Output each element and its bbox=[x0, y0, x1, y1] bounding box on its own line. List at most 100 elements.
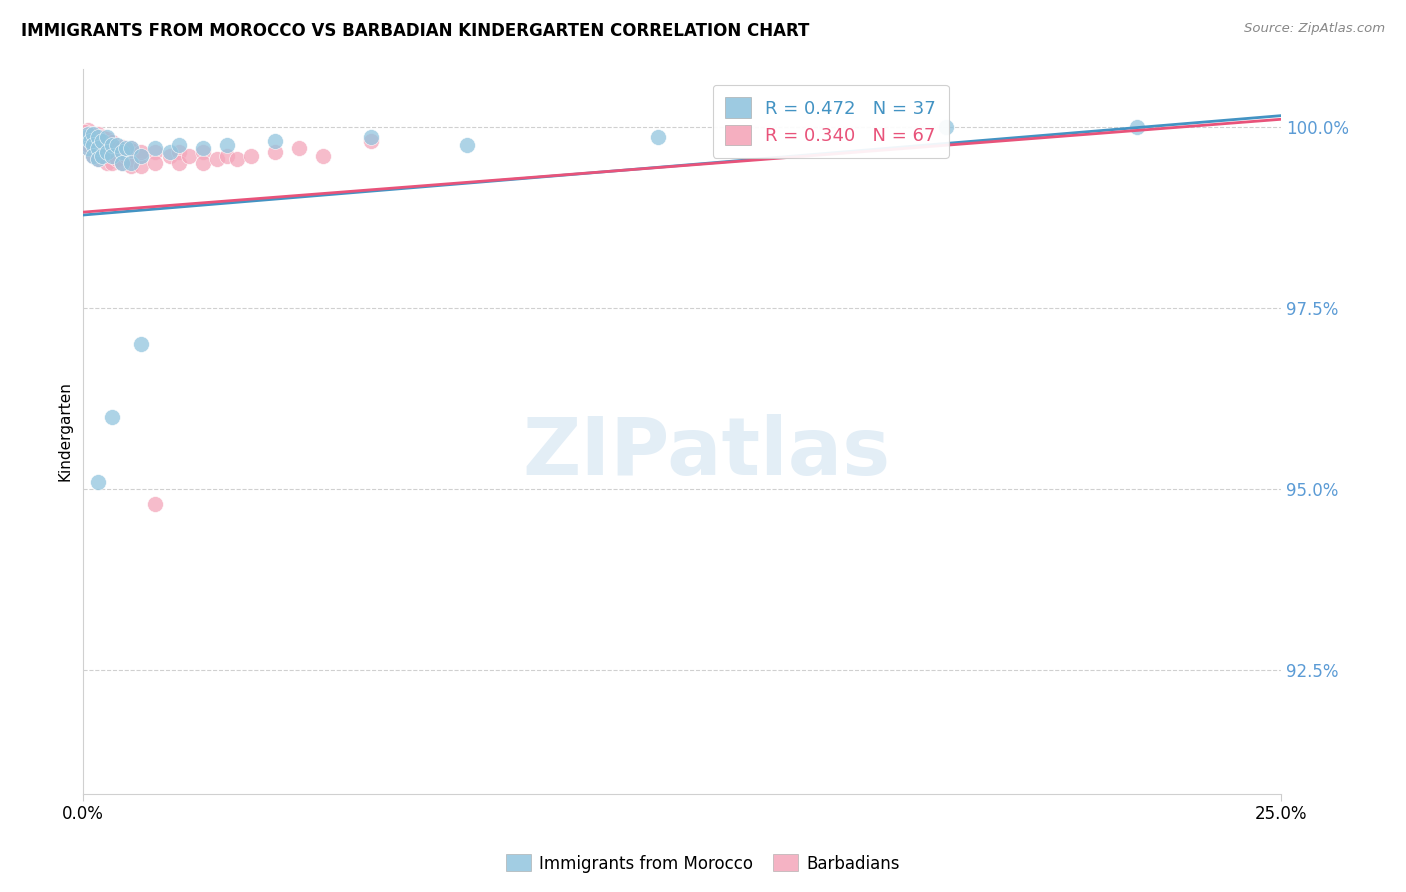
Point bbox=[312, 148, 335, 162]
Point bbox=[96, 137, 118, 152]
Point bbox=[73, 127, 96, 141]
Point bbox=[82, 148, 104, 162]
Point bbox=[120, 141, 142, 155]
Point bbox=[96, 132, 118, 146]
Point bbox=[101, 137, 124, 152]
Point bbox=[935, 120, 957, 134]
Point bbox=[143, 145, 166, 159]
Point bbox=[77, 130, 100, 145]
Point bbox=[91, 141, 114, 155]
Point bbox=[86, 137, 108, 152]
Point bbox=[225, 152, 247, 166]
Point bbox=[167, 156, 190, 170]
Point bbox=[91, 148, 114, 162]
Point bbox=[76, 137, 98, 152]
Point bbox=[191, 156, 214, 170]
Point bbox=[129, 337, 152, 351]
Point bbox=[207, 152, 229, 166]
Point bbox=[96, 156, 118, 170]
Point bbox=[86, 152, 108, 166]
Point bbox=[101, 409, 124, 424]
Point bbox=[91, 148, 114, 162]
Point bbox=[77, 127, 100, 141]
Point bbox=[101, 136, 124, 150]
Point bbox=[110, 156, 132, 170]
Y-axis label: Kindergarten: Kindergarten bbox=[58, 381, 72, 481]
Point bbox=[215, 148, 238, 162]
Point bbox=[159, 148, 181, 162]
Point bbox=[77, 141, 100, 155]
Point bbox=[86, 141, 108, 155]
Point bbox=[82, 136, 104, 150]
Point bbox=[75, 130, 97, 145]
Point bbox=[129, 160, 152, 174]
Point bbox=[101, 137, 124, 152]
Point bbox=[105, 141, 128, 155]
Point bbox=[86, 145, 108, 159]
Point bbox=[73, 125, 96, 139]
Point bbox=[143, 156, 166, 170]
Point bbox=[91, 130, 114, 145]
Point bbox=[77, 141, 100, 155]
Point bbox=[91, 135, 114, 149]
Point bbox=[129, 148, 152, 162]
Point bbox=[264, 134, 287, 148]
Point bbox=[82, 141, 104, 155]
Point bbox=[105, 141, 128, 155]
Point bbox=[82, 148, 104, 162]
Point bbox=[110, 140, 132, 154]
Point bbox=[115, 148, 138, 162]
Point bbox=[159, 145, 181, 159]
Point bbox=[143, 141, 166, 155]
Point bbox=[1126, 120, 1149, 134]
Point bbox=[167, 137, 190, 152]
Point bbox=[215, 137, 238, 152]
Point bbox=[101, 156, 124, 170]
Point bbox=[86, 130, 108, 145]
Point bbox=[143, 497, 166, 511]
Point bbox=[456, 137, 478, 152]
Point bbox=[79, 134, 101, 148]
Point bbox=[360, 134, 382, 148]
Point bbox=[110, 145, 132, 159]
Point bbox=[75, 128, 97, 143]
Point bbox=[86, 140, 108, 154]
Point bbox=[82, 134, 104, 148]
Point bbox=[115, 141, 138, 155]
Point bbox=[191, 141, 214, 155]
Point bbox=[82, 127, 104, 141]
Text: Source: ZipAtlas.com: Source: ZipAtlas.com bbox=[1244, 22, 1385, 36]
Point bbox=[120, 160, 142, 174]
Point bbox=[120, 141, 142, 155]
Point bbox=[191, 145, 214, 159]
Point bbox=[101, 145, 124, 159]
Point bbox=[105, 152, 128, 166]
Point bbox=[105, 137, 128, 152]
Point bbox=[288, 141, 311, 155]
Point bbox=[86, 475, 108, 489]
Point bbox=[91, 134, 114, 148]
Point bbox=[82, 128, 104, 143]
Point bbox=[239, 148, 262, 162]
Point bbox=[167, 145, 190, 159]
Point bbox=[86, 132, 108, 146]
Point bbox=[120, 156, 142, 170]
Point bbox=[129, 145, 152, 159]
Point bbox=[120, 143, 142, 157]
Point bbox=[129, 148, 152, 162]
Point bbox=[360, 130, 382, 145]
Point bbox=[647, 130, 669, 145]
Point bbox=[96, 134, 118, 148]
Point bbox=[110, 145, 132, 159]
Point bbox=[77, 123, 100, 137]
Point bbox=[75, 130, 97, 145]
Legend: Immigrants from Morocco, Barbadians: Immigrants from Morocco, Barbadians bbox=[499, 847, 907, 880]
Point bbox=[96, 130, 118, 145]
Point bbox=[120, 152, 142, 166]
Point bbox=[77, 137, 100, 152]
Point bbox=[86, 127, 108, 141]
Point bbox=[110, 156, 132, 170]
Point bbox=[82, 127, 104, 141]
Point bbox=[82, 137, 104, 152]
Point bbox=[77, 130, 100, 145]
